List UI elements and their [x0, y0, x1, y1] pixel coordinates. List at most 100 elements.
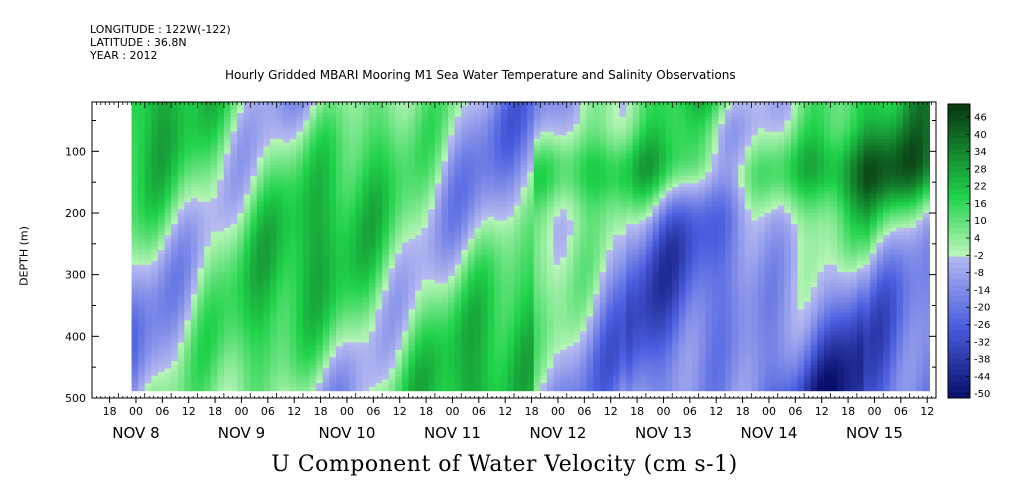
heatmap-cell — [461, 279, 469, 284]
heatmap-cell — [217, 335, 225, 340]
heatmap-cell — [507, 257, 515, 262]
heatmap-cell — [263, 168, 271, 173]
heatmap-cell — [382, 386, 390, 392]
heatmap-cell — [421, 361, 429, 366]
heatmap-cell — [335, 153, 344, 159]
heatmap-cell — [500, 168, 508, 173]
heatmap-cell — [448, 216, 456, 221]
heatmap-cell — [527, 331, 535, 336]
heatmap-cell — [322, 120, 330, 125]
heatmap-cell — [157, 346, 166, 351]
heatmap-cell — [540, 109, 548, 114]
heatmap-cell — [514, 179, 522, 184]
heatmap-cell — [210, 316, 218, 321]
heatmap-cell — [401, 242, 410, 247]
heatmap-cell — [382, 153, 390, 159]
heatmap-cell — [507, 179, 515, 184]
heatmap-cell — [467, 135, 476, 140]
heatmap-cell — [355, 190, 363, 196]
heatmap-cell — [342, 216, 350, 221]
heatmap-cell — [408, 120, 416, 125]
heatmap-cell — [171, 324, 179, 329]
heatmap-cell — [309, 386, 317, 392]
heatmap-cell — [395, 198, 403, 203]
heatmap-cell — [408, 250, 416, 255]
heatmap-cell — [210, 124, 218, 129]
heatmap-cell — [270, 294, 278, 299]
heatmap-cell — [237, 364, 245, 369]
heatmap-cell — [151, 261, 159, 266]
heatmap-cell — [514, 246, 522, 251]
heatmap-cell — [362, 287, 370, 292]
heatmap-cell — [461, 353, 469, 358]
heatmap-cell — [296, 268, 304, 273]
heatmap-cell — [177, 176, 185, 181]
heatmap-cell — [467, 320, 476, 325]
heatmap-cell — [368, 383, 377, 388]
heatmap-cell — [204, 272, 212, 277]
heatmap-cell — [428, 153, 436, 159]
heatmap-cell — [533, 142, 541, 147]
heatmap-cell — [487, 353, 495, 358]
heatmap-cell — [533, 279, 541, 284]
heatmap-cell — [230, 335, 238, 340]
heatmap-cell — [151, 268, 159, 273]
heatmap-cell — [395, 261, 403, 266]
heatmap-cell — [362, 124, 370, 129]
heatmap-cell — [507, 213, 515, 218]
heatmap-cell — [500, 298, 508, 303]
heatmap-cell — [335, 127, 344, 133]
heatmap-cell — [382, 146, 390, 151]
heatmap-cell — [177, 246, 185, 251]
heatmap-cell — [151, 224, 159, 229]
heatmap-cell — [303, 257, 311, 262]
heatmap-cell — [494, 179, 502, 184]
heatmap-cell — [533, 105, 541, 110]
heatmap-cell — [448, 268, 456, 273]
heatmap-cell — [157, 172, 166, 177]
heatmap-cell — [250, 386, 258, 392]
heatmap-cell — [171, 116, 179, 122]
heatmap-cell — [184, 179, 192, 184]
heatmap-cell — [164, 375, 172, 381]
heatmap-cell — [322, 183, 330, 188]
heatmap-cell — [329, 176, 337, 181]
heatmap-cell — [355, 227, 363, 233]
heatmap-cell — [131, 172, 139, 177]
heatmap-cell — [461, 142, 469, 147]
heatmap-cell — [355, 246, 363, 251]
heatmap-cell — [368, 301, 377, 307]
heatmap-cell — [388, 187, 396, 192]
heatmap-cell — [448, 309, 456, 314]
heatmap-cell — [322, 142, 330, 147]
heatmap-cell — [263, 161, 271, 166]
heatmap-cell — [131, 368, 139, 373]
heatmap-cell — [382, 290, 390, 295]
heatmap-cell — [144, 194, 152, 199]
heatmap-cell — [243, 353, 251, 358]
heatmap-cell — [375, 250, 383, 255]
heatmap-cell — [454, 364, 462, 369]
heatmap-cell — [362, 364, 370, 369]
heatmap-cell — [421, 142, 429, 147]
heatmap-cell — [546, 331, 555, 336]
heatmap-cell — [309, 213, 317, 218]
heatmap-cell — [335, 201, 344, 207]
heatmap-cell — [362, 157, 370, 162]
heatmap-cell — [131, 105, 139, 110]
heatmap-cell — [197, 298, 205, 303]
heatmap-cell — [382, 231, 390, 236]
heatmap-cell — [408, 264, 416, 270]
heatmap-cell — [237, 246, 245, 251]
heatmap-cell — [507, 357, 515, 362]
heatmap-cell — [514, 349, 522, 355]
heatmap-cell — [184, 190, 192, 196]
heatmap-cell — [500, 331, 508, 336]
heatmap-cell — [481, 161, 489, 166]
heatmap-cell — [270, 120, 278, 125]
heatmap-cell — [382, 157, 390, 162]
heatmap-cell — [335, 224, 344, 229]
heatmap-cell — [270, 179, 278, 184]
heatmap-cell — [309, 298, 317, 303]
heatmap-cell — [527, 142, 535, 147]
